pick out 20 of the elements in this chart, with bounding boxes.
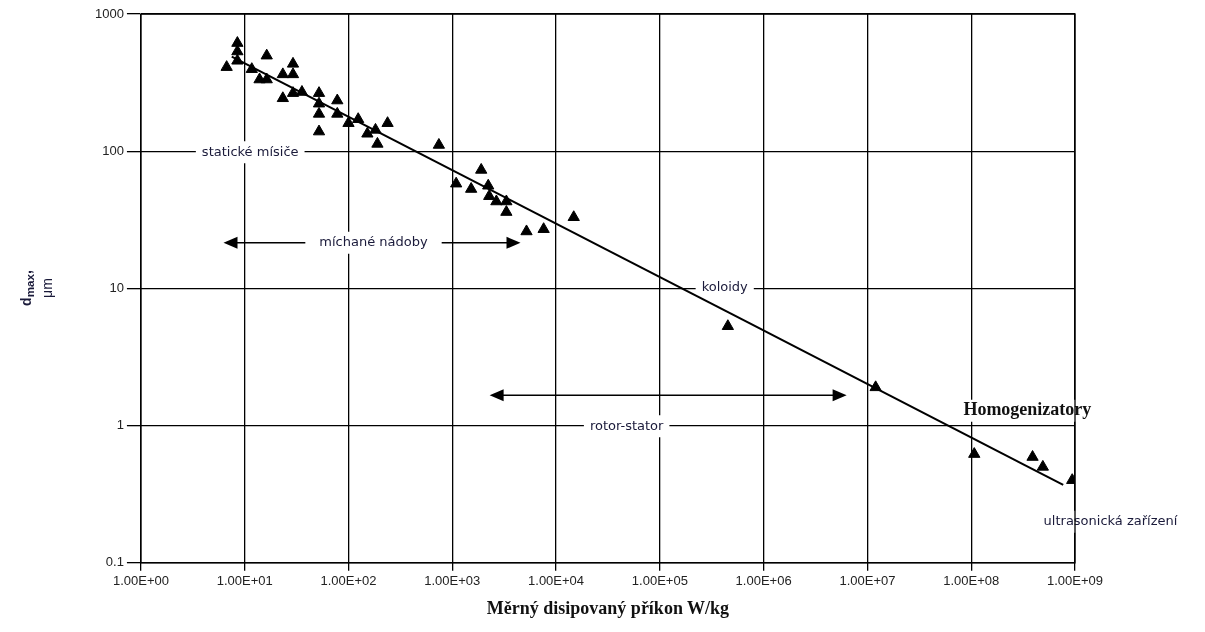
y-tick-label: 1000: [95, 5, 124, 21]
x-tick-label: 1.00E+09: [1046, 573, 1104, 589]
y-tick-label: 1: [116, 417, 124, 433]
annotation: rotor-stator: [589, 417, 665, 433]
y-tick-label: 0.1: [105, 554, 124, 570]
x-tick-label: 1.00E+07: [839, 573, 896, 589]
x-tick-label: 1.00E+03: [424, 573, 481, 589]
x-axis-title: Měrný disipovaný příkon W/kg: [486, 597, 730, 618]
annotation: statické mísiče: [201, 143, 299, 159]
y-tick-label: 100: [102, 142, 124, 158]
y-tick-label: 10: [109, 279, 124, 295]
x-tick-label: 1.00E+02: [320, 573, 377, 589]
x-tick-label: 1.00E+06: [735, 573, 792, 589]
x-tick-label: 1.00E+05: [631, 573, 688, 589]
x-tick-label: 1.00E+00: [112, 573, 169, 589]
x-tick-label: 1.00E+04: [528, 573, 585, 589]
annotation: koloidy: [701, 279, 749, 295]
x-tick-label: 1.00E+01: [216, 573, 273, 589]
annotation: míchané nádoby: [319, 234, 428, 250]
x-tick-label: 1.00E+08: [943, 573, 1000, 589]
